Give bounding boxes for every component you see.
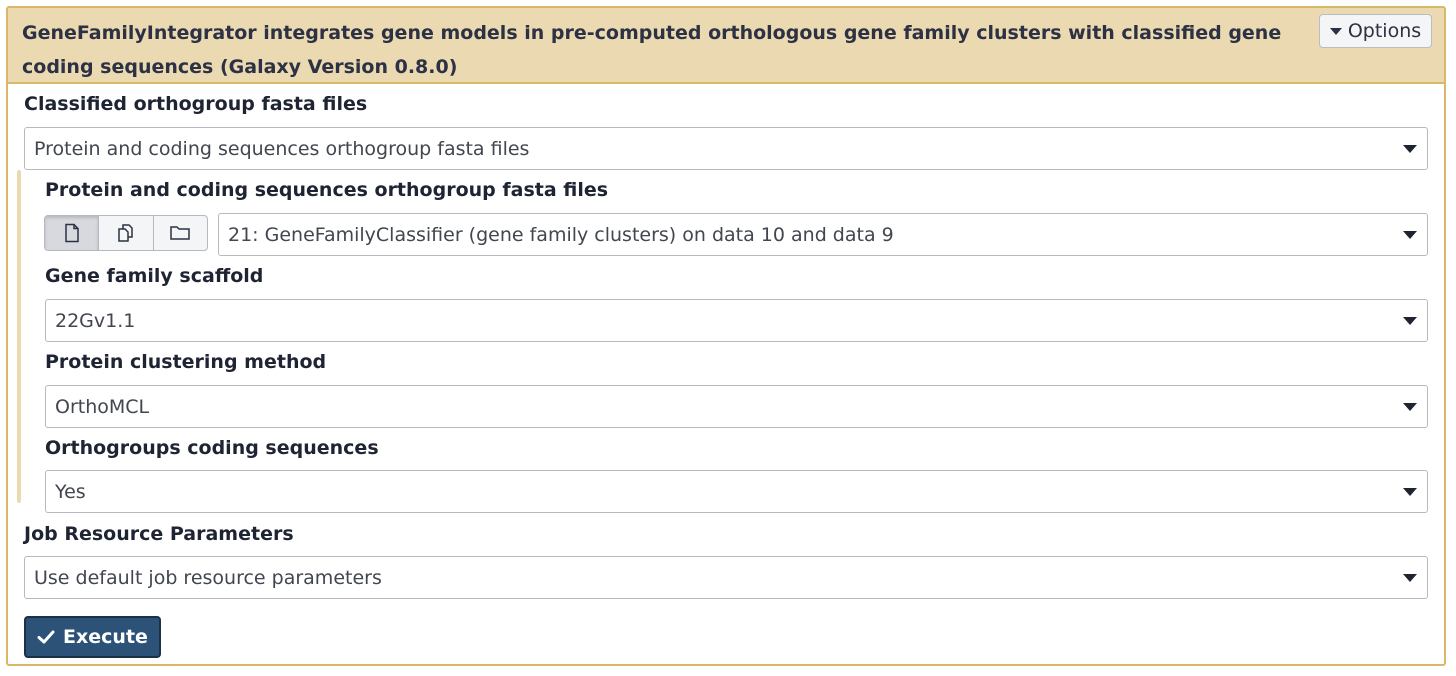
multiple-datasets-button[interactable] (99, 216, 154, 250)
options-button[interactable]: Options (1319, 14, 1432, 48)
single-dataset-button[interactable] (45, 216, 100, 250)
protein-cds-files-select[interactable]: 21: GeneFamilyClassifier (gene family cl… (218, 213, 1428, 256)
protein-clustering-method-value: OrthoMCL (55, 395, 150, 418)
caret-down-icon (1403, 317, 1417, 325)
execute-button[interactable]: Execute (24, 616, 161, 658)
protein-clustering-method-label: Protein clustering method (45, 351, 327, 373)
caret-down-icon (1329, 27, 1342, 35)
single-dataset-icon (64, 223, 79, 243)
execute-label: Execute (63, 626, 148, 648)
gene-family-scaffold-value: 22Gv1.1 (55, 309, 136, 332)
dataset-collection-button[interactable] (154, 216, 207, 250)
caret-down-icon (1403, 403, 1417, 411)
input-mode-switch (44, 215, 208, 251)
gene-family-scaffold-select[interactable]: 22Gv1.1 (45, 299, 1428, 342)
protein-clustering-method-select[interactable]: OrthoMCL (45, 385, 1428, 428)
orthogroups-cds-label: Orthogroups coding sequences (45, 437, 379, 459)
tool-title: GeneFamilyIntegrator integrates gene mod… (22, 22, 1282, 78)
folder-icon (170, 226, 191, 240)
checkmark-icon (37, 630, 55, 644)
gene-family-scaffold-label: Gene family scaffold (45, 265, 264, 287)
job-resource-select[interactable]: Use default job resource parameters (24, 556, 1428, 599)
orthogroups-cds-select[interactable]: Yes (45, 470, 1428, 513)
conditional-section-rail (17, 170, 21, 503)
classified-orthogroup-label: Classified orthogroup fasta files (24, 93, 368, 115)
job-resource-value: Use default job resource parameters (34, 566, 382, 589)
caret-down-icon (1403, 145, 1417, 153)
job-resource-label: Job Resource Parameters (24, 523, 294, 545)
classified-orthogroup-value: Protein and coding sequences orthogroup … (34, 137, 530, 160)
caret-down-icon (1403, 488, 1417, 496)
orthogroups-cds-value: Yes (55, 480, 86, 503)
caret-down-icon (1403, 231, 1417, 239)
protein-cds-files-value: 21: GeneFamilyClassifier (gene family cl… (228, 223, 894, 246)
protein-cds-files-label: Protein and coding sequences orthogroup … (45, 179, 609, 201)
caret-down-icon (1403, 574, 1417, 582)
classified-orthogroup-select[interactable]: Protein and coding sequences orthogroup … (24, 127, 1428, 170)
multiple-datasets-icon (118, 224, 133, 242)
options-label: Options (1347, 20, 1422, 42)
tool-header: GeneFamilyIntegrator integrates gene mod… (8, 8, 1444, 84)
